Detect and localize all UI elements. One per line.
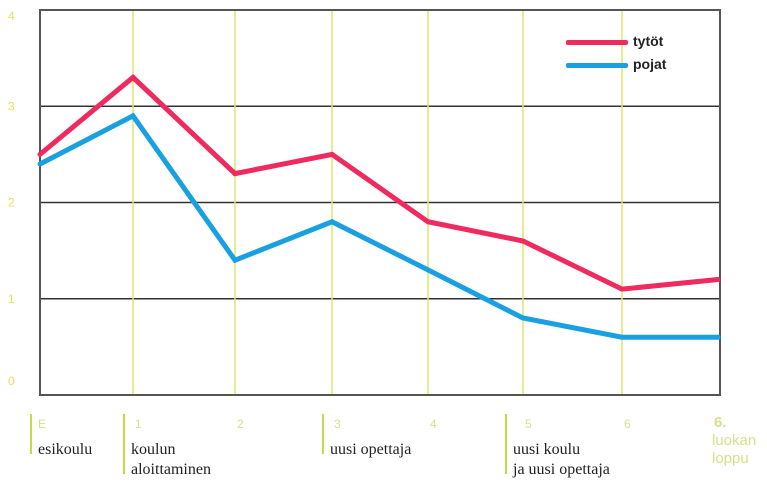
milestone-marker <box>30 414 32 454</box>
y-tick-label: 4 <box>8 9 15 23</box>
milestone-marker <box>322 414 324 454</box>
y-tick-label: 3 <box>8 99 15 113</box>
milestone-label: luokan loppu <box>712 432 757 467</box>
x-tick-label: 2 <box>237 417 244 431</box>
x-tick-label: 1 <box>135 417 142 431</box>
milestone-label: uusi koulu ja uusi opettaja <box>513 441 610 478</box>
data-point <box>715 334 721 340</box>
legend-label-tytot: tytöt <box>633 33 664 49</box>
x-axis-ticks: E 1 2 3 4 5 6 <box>38 417 631 431</box>
data-point <box>619 334 625 340</box>
x-tick-label: 6 <box>624 417 631 431</box>
milestone-label: koulun aloittaminen <box>131 441 211 478</box>
data-point <box>232 257 238 263</box>
milestone-marker <box>505 414 507 474</box>
milestone-label: uusi opettaja <box>330 441 412 458</box>
x-tick-label: 5 <box>525 417 532 431</box>
data-point <box>130 74 136 80</box>
data-point <box>520 238 526 244</box>
data-point <box>329 151 335 157</box>
data-point <box>425 267 431 273</box>
data-point <box>329 219 335 225</box>
legend-label-pojat: pojat <box>633 56 667 72</box>
data-point <box>130 113 136 119</box>
y-axis-ticks: 4 3 2 1 0 <box>8 9 15 388</box>
x-tick-label: 3 <box>334 417 341 431</box>
x-tick-label: E <box>38 417 46 431</box>
milestone-marker <box>123 414 125 474</box>
legend-swatch-pojat <box>566 63 628 68</box>
plot-frame <box>39 9 721 396</box>
y-tick-label: 0 <box>8 374 15 388</box>
milestone-label: esikoulu <box>38 441 93 458</box>
series-line-tytot <box>38 74 719 292</box>
data-point <box>715 277 721 282</box>
series-line-pojat <box>38 112 718 340</box>
y-tick-label: 2 <box>8 196 15 210</box>
data-point <box>37 161 43 167</box>
x-tick-label: 4 <box>430 417 437 431</box>
grid-lines <box>40 105 720 300</box>
data-point <box>232 171 238 177</box>
series-lines <box>37 74 721 340</box>
x-tick-label: 6. <box>714 414 727 431</box>
data-point <box>425 219 431 225</box>
data-point <box>520 315 526 321</box>
data-point <box>619 286 625 292</box>
data-point <box>37 151 43 157</box>
y-tick-label: 1 <box>8 292 15 306</box>
legend-swatch-tytot <box>566 40 628 45</box>
